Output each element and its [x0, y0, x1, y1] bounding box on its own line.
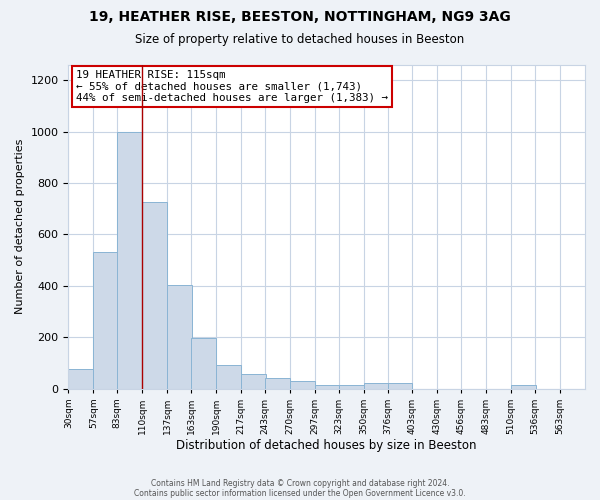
- Bar: [338, 384, 364, 388]
- Bar: [315, 384, 340, 388]
- Bar: [94, 252, 118, 388]
- Bar: [191, 338, 216, 388]
- Bar: [364, 384, 389, 388]
- Text: Size of property relative to detached houses in Beeston: Size of property relative to detached ho…: [136, 32, 464, 46]
- Bar: [117, 132, 142, 388]
- Bar: [68, 370, 94, 388]
- Bar: [142, 202, 167, 388]
- Text: 19 HEATHER RISE: 115sqm
← 55% of detached houses are smaller (1,743)
44% of semi: 19 HEATHER RISE: 115sqm ← 55% of detache…: [76, 70, 388, 103]
- Text: Contains HM Land Registry data © Crown copyright and database right 2024.: Contains HM Land Registry data © Crown c…: [151, 478, 449, 488]
- Text: Contains public sector information licensed under the Open Government Licence v3: Contains public sector information licen…: [134, 488, 466, 498]
- Text: 19, HEATHER RISE, BEESTON, NOTTINGHAM, NG9 3AG: 19, HEATHER RISE, BEESTON, NOTTINGHAM, N…: [89, 10, 511, 24]
- Bar: [167, 284, 192, 389]
- Bar: [388, 384, 412, 388]
- X-axis label: Distribution of detached houses by size in Beeston: Distribution of detached houses by size …: [176, 440, 477, 452]
- Bar: [216, 366, 241, 388]
- Bar: [511, 386, 536, 388]
- Bar: [241, 374, 266, 388]
- Bar: [290, 382, 315, 388]
- Y-axis label: Number of detached properties: Number of detached properties: [15, 139, 25, 314]
- Bar: [265, 378, 290, 388]
